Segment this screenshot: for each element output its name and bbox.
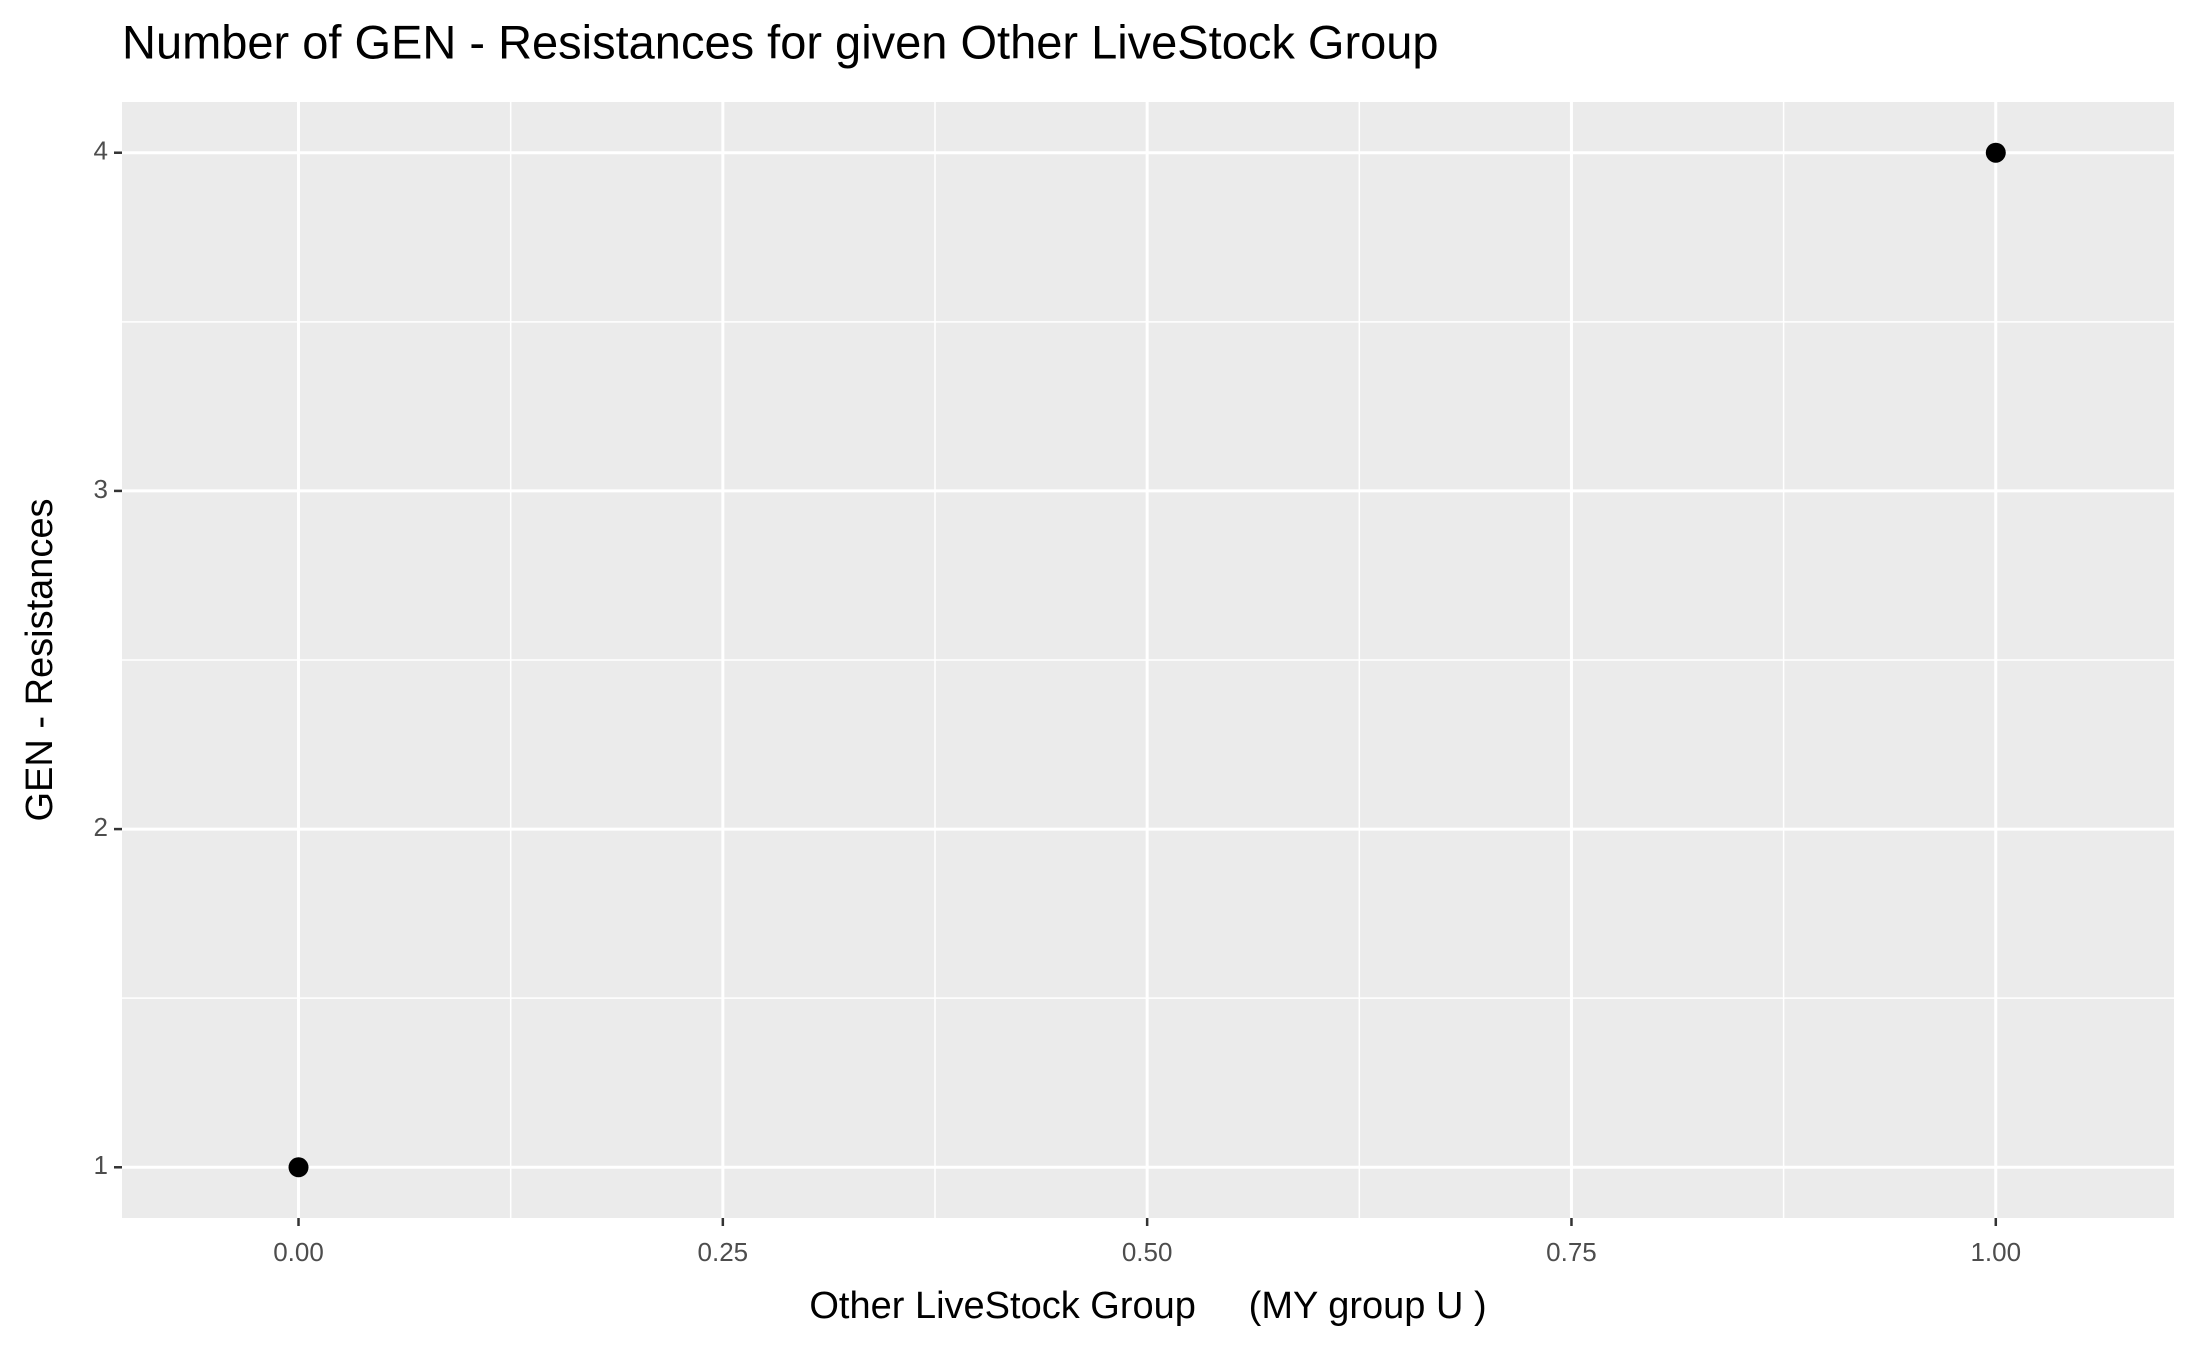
x-tick-label: 0.00 — [273, 1237, 324, 1267]
x-axis-title: Other LiveStock Group (MY group U ) — [809, 1285, 1486, 1327]
x-tick-label: 1.00 — [1970, 1237, 2021, 1267]
y-tick-label: 3 — [94, 474, 108, 504]
y-axis-title: GEN - Resistances — [19, 498, 61, 821]
point — [1985, 142, 2006, 163]
x-tick-label: 0.25 — [698, 1237, 749, 1267]
point — [288, 1157, 309, 1178]
chart-title: Number of GEN - Resistances for given Ot… — [122, 15, 1439, 68]
x-tick-label: 0.50 — [1122, 1237, 1173, 1267]
y-tick-label: 1 — [94, 1150, 108, 1180]
y-tick-label: 4 — [94, 136, 108, 166]
y-tick-label: 2 — [94, 812, 108, 842]
x-tick-label: 0.75 — [1546, 1237, 1597, 1267]
